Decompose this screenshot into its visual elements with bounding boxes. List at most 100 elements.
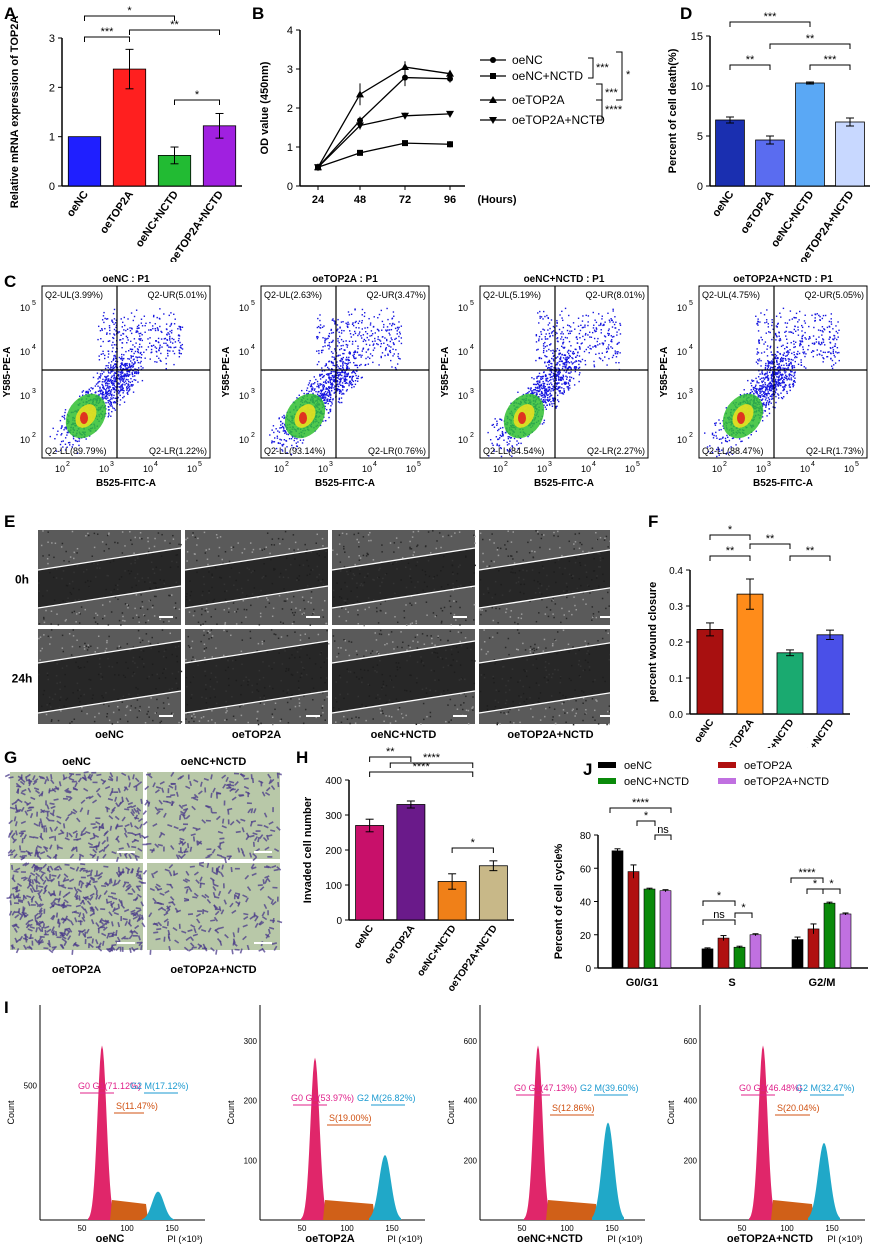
event-dot [354,309,356,311]
event-dot [501,432,504,434]
event-dot [566,324,569,326]
event-dot [788,364,790,367]
event-dot [770,360,773,362]
event-dot [119,394,121,397]
event-dot [351,323,354,326]
event-dot [562,333,564,335]
event-dot [389,351,392,354]
event-dot [319,324,322,326]
event-dot [544,401,547,404]
event-dot [533,378,535,380]
event-dot [107,370,110,372]
significance-label: ** [806,33,815,45]
y-tick-exp: 2 [470,432,474,439]
event-dot [570,376,573,379]
event-dot [750,384,753,387]
event-dot [548,396,551,398]
event-dot [283,414,285,417]
event-dot [137,356,139,358]
event-dot [540,316,543,318]
event-dot [541,387,544,390]
x-tick-label: 96 [444,194,456,206]
event-dot [296,397,298,399]
event-dot [561,310,563,313]
event-dot [765,388,767,391]
event-dot [392,342,395,344]
event-dot [121,342,124,344]
event-dot [778,340,781,342]
event-dot [561,383,563,385]
event-dot [556,383,559,385]
event-dot [573,384,576,386]
event-dot [769,395,772,397]
event-dot [551,363,553,365]
event-dot [324,345,326,347]
event-dot [566,376,568,378]
event-dot [167,350,169,352]
y-axis-label: Y585-PE-A [659,347,670,398]
event-dot [572,377,575,380]
event-dot [329,400,331,403]
event-dot [332,362,334,364]
event-dot [783,352,785,354]
cell-texture [46,557,49,560]
event-dot [761,339,763,341]
event-dot [167,332,169,334]
cell-texture [121,552,124,554]
event-dot [601,342,604,344]
event-dot [832,346,834,349]
event-dot [772,378,775,380]
event-dot [108,394,110,397]
event-dot [602,342,605,345]
event-dot [101,319,104,321]
event-dot [87,391,90,394]
event-dot [770,366,772,368]
event-dot [802,348,805,351]
event-dot [772,354,774,356]
event-dot [549,376,552,379]
event-dot [327,412,330,414]
event-dot [587,315,590,317]
event-dot [528,387,530,390]
cell-texture [93,532,96,535]
event-dot [107,409,110,411]
event-dot [717,446,719,449]
cell-texture [171,594,173,596]
event-dot [547,360,550,363]
event-dot [125,368,127,370]
event-dot [56,433,58,436]
event-dot [786,392,788,395]
event-dot [366,326,369,329]
event-dot [538,381,541,384]
event-dot [101,391,104,393]
event-dot [803,320,806,322]
event-dot [178,352,181,355]
event-dot [327,335,330,337]
event-dot [581,342,583,344]
event-dot [718,450,721,452]
event-dot [772,373,774,376]
event-dot [377,338,379,341]
event-dot [565,371,567,374]
event-dot [136,330,139,332]
event-dot [550,394,553,397]
event-dot [129,348,132,350]
event-dot [499,418,501,420]
event-dot [355,364,357,367]
event-dot [354,308,356,310]
cell-texture [302,613,304,615]
event-dot [369,322,372,324]
event-dot [568,380,570,382]
event-dot [542,318,544,320]
event-dot [768,371,771,373]
event-dot [332,399,334,401]
cell-texture [118,619,121,622]
event-dot [348,359,350,361]
event-dot [769,382,771,385]
event-dot [376,328,379,331]
event-dot [496,444,498,447]
event-dot [579,348,581,350]
event-dot [579,347,581,349]
event-dot [108,327,111,329]
